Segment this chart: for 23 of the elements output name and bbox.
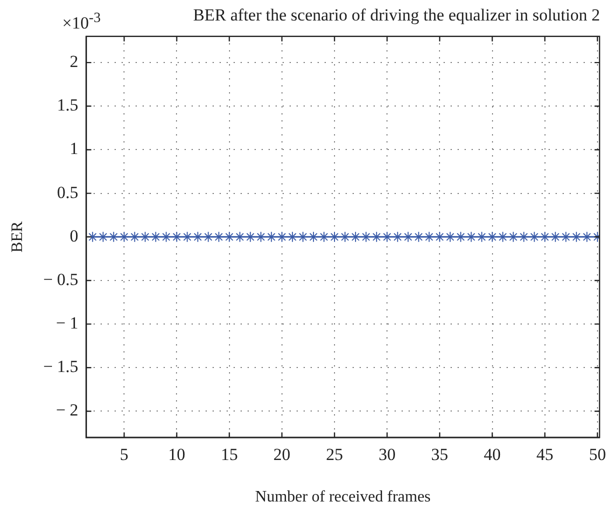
x-tick-label: 25 <box>326 445 344 464</box>
x-tick-label: 40 <box>484 445 501 464</box>
y-tick-label: 1.5 <box>57 96 78 115</box>
chart-title: BER after the scenario of driving the equalizer in solution 2 <box>193 6 600 25</box>
y-tick-label: − 1 <box>56 314 78 333</box>
x-tick-label: 35 <box>431 445 448 464</box>
y-tick-label: 0 <box>70 226 78 246</box>
x-tick-label: 45 <box>536 445 554 464</box>
y-tick-label: − 1.5 <box>43 357 78 376</box>
y-tick-label: 2 <box>70 52 78 72</box>
x-tick-label: 15 <box>220 445 238 464</box>
x-tick-label: 5 <box>120 445 128 464</box>
x-axis-title: Number of received frames <box>255 488 431 506</box>
x-tick-label: 30 <box>378 445 396 464</box>
y-tick-label: 0.5 <box>57 182 78 202</box>
x-tick-label: 10 <box>168 445 186 464</box>
text: ×10$^{-3}$ <box>62 10 101 34</box>
x-tick-label: 50 <box>588 445 606 464</box>
x-tick-label: 20 <box>273 445 290 464</box>
y-tick-label: 1 <box>70 139 78 158</box>
y-tick-label: − 0.5 <box>43 270 78 289</box>
y-axis-title: BER <box>8 221 26 252</box>
y-tick-label: − 2 <box>56 400 78 420</box>
